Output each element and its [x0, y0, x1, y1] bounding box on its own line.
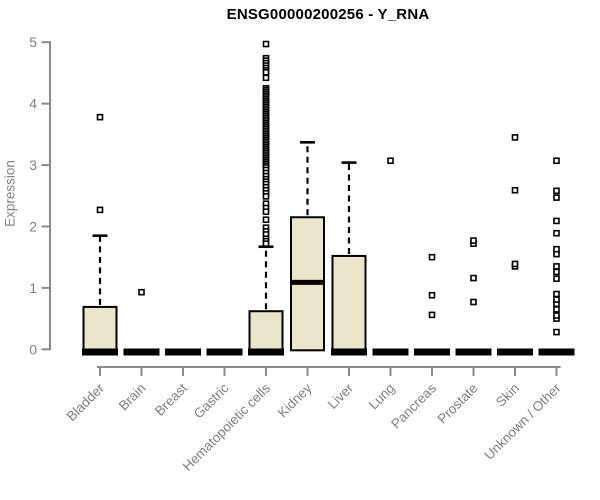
- x-tick-label: Bladder: [64, 380, 108, 424]
- y-tick-label: 4: [29, 96, 37, 112]
- outlier-point: [470, 237, 477, 244]
- y-tick-label: 2: [29, 218, 37, 234]
- outlier-point: [428, 311, 436, 319]
- outlier-point: [553, 157, 560, 165]
- box-rect: [248, 310, 284, 352]
- box-rect: [82, 305, 118, 352]
- outlier-point: [470, 298, 477, 306]
- x-tick-label: Kidney: [275, 380, 315, 420]
- outlier-point: [262, 68, 270, 76]
- y-axis-label: Expression: [2, 160, 18, 227]
- outlier-point: [553, 312, 560, 319]
- outlier-point: [511, 260, 519, 268]
- x-tick-label: Brain: [116, 381, 149, 414]
- median-bar-zero: [206, 348, 243, 356]
- median-bar-zero: [123, 348, 160, 356]
- y-tick-label: 0: [29, 341, 37, 357]
- median-bar: [291, 279, 324, 285]
- outlier-point: [96, 206, 104, 214]
- x-tick-label: Lung: [366, 381, 398, 413]
- outlier-point: [262, 208, 270, 216]
- outlier-point: [511, 186, 519, 194]
- outlier-point: [553, 306, 560, 313]
- chart-title: ENSG00000200256 - Y_RNA: [226, 6, 430, 23]
- x-tick-label: Pancreas: [388, 380, 439, 431]
- outlier-point: [428, 253, 436, 261]
- outlier-point: [262, 193, 270, 200]
- y-tick-label: 5: [29, 34, 37, 50]
- outlier-point: [138, 288, 145, 296]
- x-tick-label: Gastric: [191, 380, 232, 421]
- outlier-point: [96, 113, 104, 121]
- median-bar-zero: [82, 348, 118, 356]
- outlier-point: [262, 40, 270, 48]
- outlier-point: [262, 74, 270, 82]
- outlier-point: [553, 217, 560, 225]
- median-bar-zero: [165, 348, 201, 356]
- x-tick-label: Liver: [325, 380, 357, 412]
- x-tick-label: Skin: [493, 381, 522, 410]
- outlier-point: [553, 290, 560, 298]
- median-bar-zero: [414, 348, 450, 356]
- outlier-point: [428, 291, 436, 299]
- outlier-point: [511, 134, 519, 141]
- median-bar-zero: [248, 348, 284, 356]
- outlier-point: [553, 275, 560, 282]
- median-bar-zero: [372, 348, 409, 356]
- x-tick-label: Breast: [152, 380, 190, 418]
- outlier-point: [553, 229, 560, 237]
- box-rect: [331, 254, 367, 352]
- outlier-point: [553, 268, 560, 276]
- median-bar-zero: [538, 348, 575, 356]
- median-bar-zero: [331, 348, 367, 356]
- outlier-point: [262, 240, 270, 247]
- outlier-point: [553, 245, 560, 253]
- x-tick-label: Prostate: [434, 381, 480, 427]
- outlier-point: [553, 187, 560, 195]
- outlier-point: [553, 263, 560, 270]
- outlier-point: [553, 296, 560, 303]
- outlier-point: [553, 328, 560, 336]
- outlier-point: [470, 274, 477, 282]
- median-bar-zero: [497, 348, 533, 356]
- y-tick-label: 3: [29, 157, 37, 173]
- median-bar-zero: [455, 348, 492, 356]
- outlier-point: [262, 216, 270, 224]
- outlier-point: [387, 157, 394, 165]
- outlier-point: [553, 194, 560, 201]
- y-tick-label: 1: [29, 280, 37, 296]
- x-tick-label: Unknown / Other: [481, 380, 564, 463]
